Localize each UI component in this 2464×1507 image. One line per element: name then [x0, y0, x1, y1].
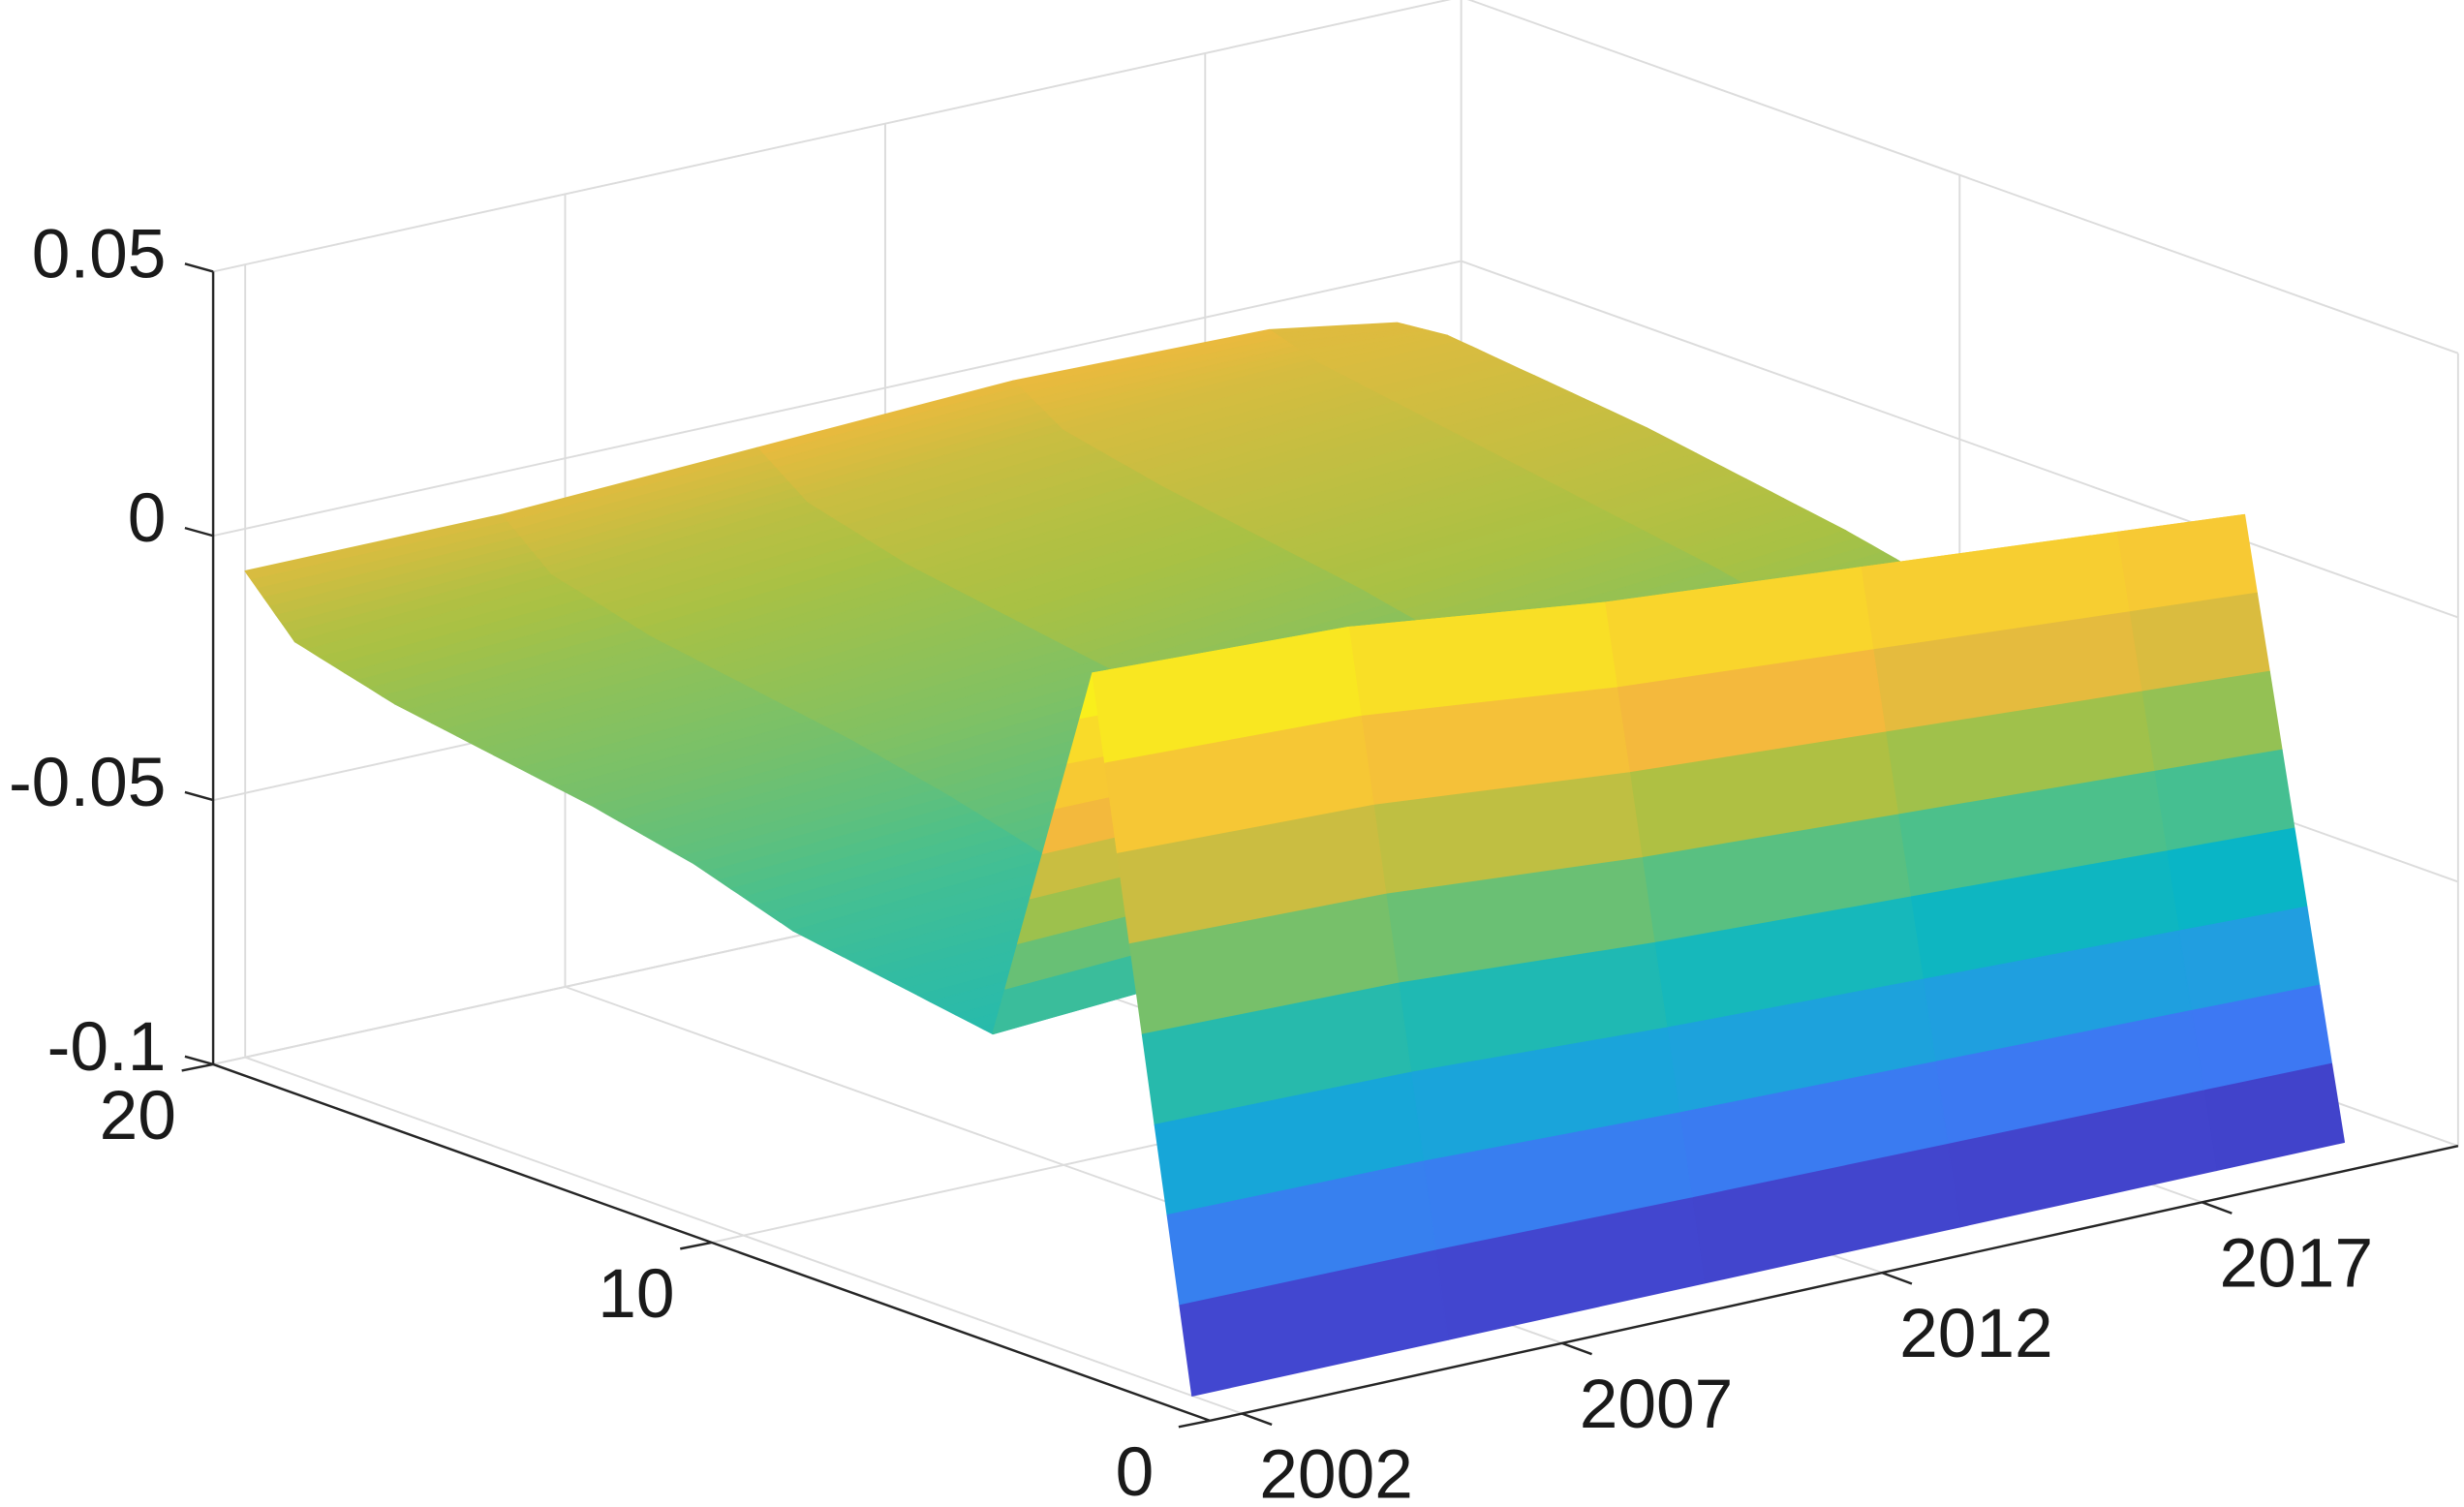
z-tick-label: 0	[128, 479, 167, 557]
x-tick-label: 2002	[1259, 1435, 1413, 1507]
z-tick	[184, 790, 214, 802]
grid-line	[212, 260, 2459, 619]
y-tick-label: 0	[1116, 1433, 1155, 1507]
x-tick	[1881, 1271, 1913, 1285]
x-tick	[2202, 1201, 2233, 1215]
z-tick-label: -0.05	[9, 744, 167, 821]
y-axis	[212, 1062, 1211, 1422]
y-tick-label: 10	[598, 1255, 674, 1333]
y-tick	[680, 1241, 712, 1250]
z-tick	[184, 1055, 214, 1066]
x-tick	[1241, 1412, 1273, 1427]
y-tick	[1178, 1419, 1211, 1429]
y-tick-label: 20	[100, 1077, 176, 1154]
z-tick	[184, 262, 214, 273]
x-tick-label: 2007	[1580, 1366, 1734, 1443]
z-tick-label: -0.1	[47, 1008, 167, 1086]
y-tick	[181, 1062, 214, 1072]
x-tick-label: 2012	[1899, 1295, 2053, 1372]
z-tick	[184, 526, 214, 538]
grid-line	[212, 0, 2459, 354]
x-tick-label: 2017	[2219, 1224, 2373, 1302]
surface-patch	[1179, 1249, 1449, 1397]
x-axis	[1210, 1145, 2459, 1423]
z-tick-label: 0.05	[32, 215, 167, 292]
x-tick	[1561, 1341, 1592, 1356]
